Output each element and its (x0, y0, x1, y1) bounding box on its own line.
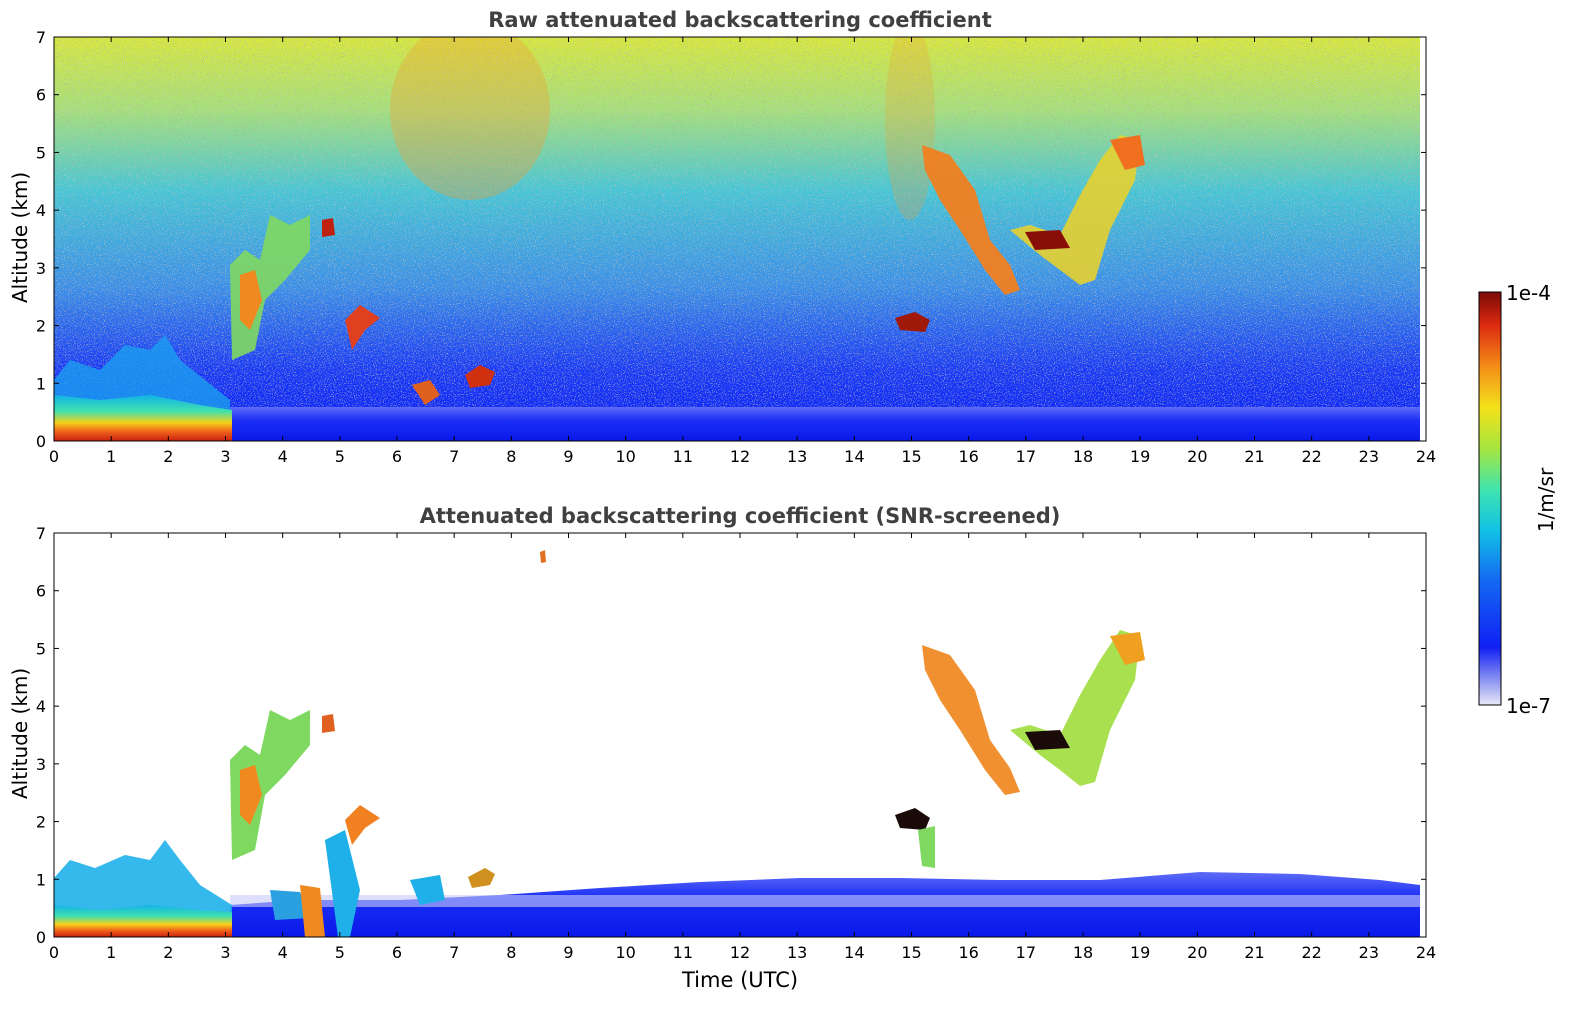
chart-title-raw: Raw attenuated backscattering coefficien… (488, 8, 992, 32)
chart-title-screened: Attenuated backscattering coefficient (S… (419, 504, 1061, 528)
x-tick-label-screened: 19 (1130, 943, 1150, 962)
x-tick-label-raw: 14 (844, 447, 864, 466)
x-axis-label: Time (UTC) (682, 968, 799, 992)
x-tick-label-screened: 10 (615, 943, 635, 962)
x-tick-label-screened: 2 (163, 943, 173, 962)
x-tick-label-raw: 12 (730, 447, 750, 466)
x-tick-label-raw: 23 (1359, 447, 1379, 466)
x-tick-label-screened: 12 (730, 943, 750, 962)
x-tick-label-screened: 15 (901, 943, 921, 962)
y-tick-label-screened: 7 (36, 524, 46, 543)
y-tick-label-screened: 2 (36, 813, 46, 832)
x-tick-label-raw: 9 (563, 447, 573, 466)
x-tick-label-screened: 23 (1359, 943, 1379, 962)
x-tick-label-raw: 4 (278, 447, 288, 466)
y-tick-label-screened: 6 (36, 582, 46, 601)
x-tick-label-screened: 21 (1244, 943, 1264, 962)
heatmap-raw (54, 37, 1420, 441)
heatmap-screened (54, 550, 1420, 937)
x-tick-label-raw: 24 (1416, 447, 1436, 466)
y-tick-label-raw: 2 (36, 317, 46, 336)
x-tick-label-screened: 22 (1301, 943, 1321, 962)
colorbar-max-label: 1e-4 (1506, 281, 1551, 305)
x-tick-label-raw: 13 (787, 447, 807, 466)
x-tick-label-screened: 3 (220, 943, 230, 962)
x-tick-label-screened: 9 (563, 943, 573, 962)
x-tick-label-screened: 13 (787, 943, 807, 962)
y-tick-label-raw: 7 (36, 28, 46, 47)
x-tick-label-screened: 1 (106, 943, 116, 962)
x-tick-label-raw: 21 (1244, 447, 1264, 466)
x-tick-label-screened: 5 (335, 943, 345, 962)
y-tick-label-screened: 4 (36, 697, 46, 716)
x-tick-label-screened: 24 (1416, 943, 1436, 962)
x-tick-label-raw: 22 (1301, 447, 1321, 466)
x-tick-label-raw: 1 (106, 447, 116, 466)
x-tick-label-raw: 10 (615, 447, 635, 466)
x-tick-label-raw: 6 (392, 447, 402, 466)
colorbar-unit-label: 1/m/sr (1534, 467, 1558, 532)
x-tick-label-screened: 11 (673, 943, 693, 962)
x-tick-label-screened: 4 (278, 943, 288, 962)
colorbar-min-label: 1e-7 (1506, 694, 1551, 718)
x-tick-label-raw: 19 (1130, 447, 1150, 466)
y-tick-label-raw: 1 (36, 374, 46, 393)
x-tick-label-raw: 3 (220, 447, 230, 466)
x-tick-label-raw: 20 (1187, 447, 1207, 466)
tick-group-raw: 0 1 2 3 4 5 6 7 8 9 10 11 12 13 14 15 16 17 18 19 20 21 22 23 24… (36, 28, 1436, 466)
tick-group-screened: 0 1 2 3 4 5 6 7 8 9 10 11 12 13 14 15 16 17 18 19 20 21 22 23 24… (36, 524, 1436, 962)
x-tick-label-raw: 11 (673, 447, 693, 466)
y-tick-label-raw: 4 (36, 201, 46, 220)
x-tick-label-screened: 6 (392, 943, 402, 962)
x-tick-label-screened: 17 (1016, 943, 1036, 962)
x-tick-label-screened: 16 (958, 943, 978, 962)
y-tick-label-screened: 3 (36, 755, 46, 774)
x-tick-label-raw: 16 (958, 447, 978, 466)
x-tick-label-screened: 8 (506, 943, 516, 962)
x-tick-label-raw: 17 (1016, 447, 1036, 466)
x-tick-label-raw: 7 (449, 447, 459, 466)
x-tick-label-raw: 8 (506, 447, 516, 466)
x-tick-label-screened: 14 (844, 943, 864, 962)
y-tick-label-screened: 1 (36, 870, 46, 889)
y-tick-label-raw: 6 (36, 86, 46, 105)
y-tick-label-screened: 0 (36, 928, 46, 947)
x-tick-label-screened: 0 (49, 943, 59, 962)
x-tick-label-screened: 20 (1187, 943, 1207, 962)
y-tick-label-raw: 3 (36, 259, 46, 278)
x-tick-label-screened: 18 (1073, 943, 1093, 962)
x-tick-label-raw: 18 (1073, 447, 1093, 466)
y-tick-label-raw: 0 (36, 432, 46, 451)
colorbar (1478, 291, 1502, 706)
y-tick-label-screened: 5 (36, 639, 46, 658)
x-tick-label-raw: 5 (335, 447, 345, 466)
y-tick-label-raw: 5 (36, 143, 46, 162)
x-tick-label-raw: 2 (163, 447, 173, 466)
x-tick-label-screened: 7 (449, 943, 459, 962)
x-tick-label-raw: 15 (901, 447, 921, 466)
x-tick-label-raw: 0 (49, 447, 59, 466)
